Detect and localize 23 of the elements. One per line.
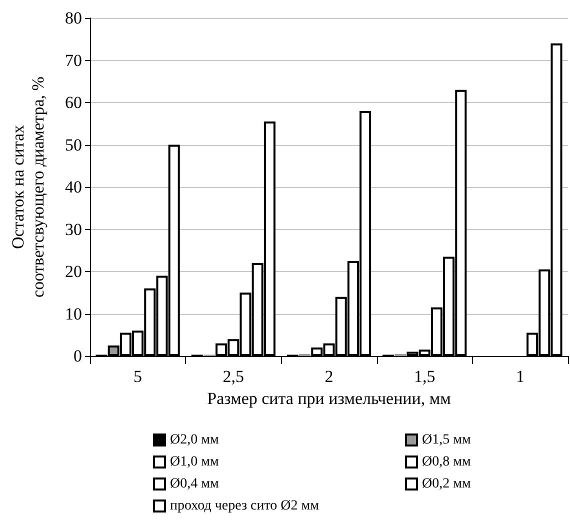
x-tick-label: 2,5 <box>222 367 244 386</box>
y-tick-label: 50 <box>65 135 82 154</box>
x-axis-title: Размер сита при измельчении, мм <box>207 388 452 408</box>
legend-label: Ø1,5 мм <box>422 432 471 448</box>
y-tick-label: 30 <box>65 220 82 239</box>
y-tick-label: 40 <box>65 178 82 196</box>
x-tick-label: 5 <box>134 367 142 386</box>
y-tick-label: 80 <box>65 8 82 28</box>
legend-label: проход через сито Ø2 мм <box>170 498 320 514</box>
x-tick-label: 1 <box>516 367 524 386</box>
y-tick-label: 0 <box>74 346 82 366</box>
legend-label: Ø0,4 мм <box>170 476 219 492</box>
legend-label: Ø0,8 мм <box>422 454 471 470</box>
y-tick-label: 60 <box>65 93 82 112</box>
x-tick-label: 1,5 <box>414 367 436 386</box>
legend-label: Ø2,0 мм <box>170 432 219 448</box>
y-tick-label: 10 <box>65 304 82 324</box>
y-tick-label: 70 <box>65 50 82 70</box>
x-tick-label: 2 <box>324 367 334 386</box>
y-axis-title: Остаток на ситах соответсвующего диаметра, % <box>8 76 48 298</box>
legend-label: Ø0,2 мм <box>422 476 471 492</box>
legend-label: Ø1,0 мм <box>170 454 219 470</box>
y-tick-label: 20 <box>65 262 82 281</box>
